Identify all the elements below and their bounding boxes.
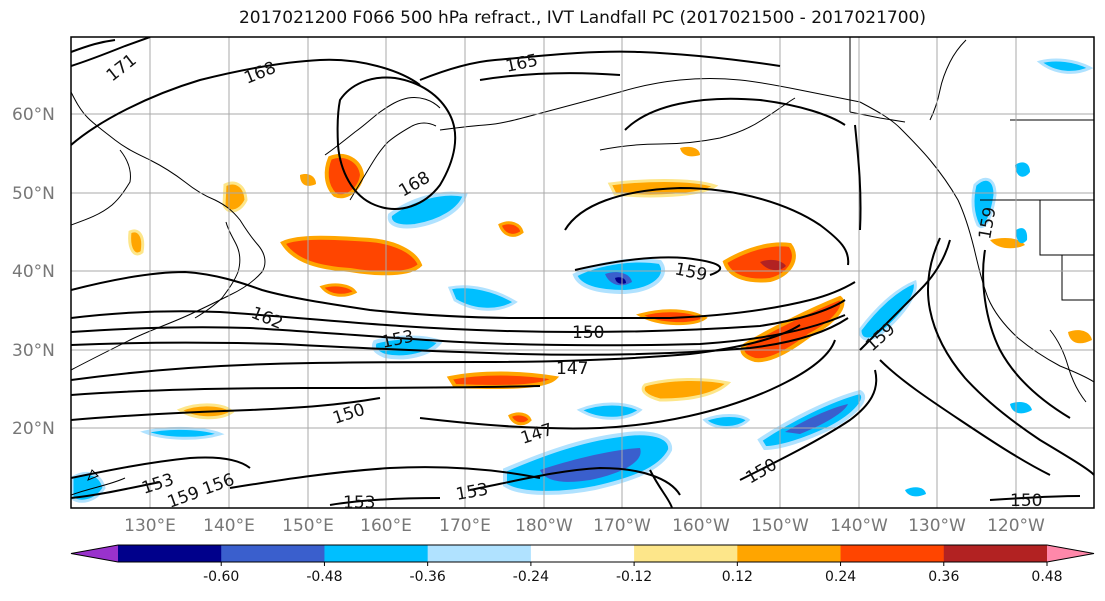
lon-label: 140°E [203, 516, 255, 536]
colorbar-extend-low [71, 545, 118, 562]
lon-label: 170°W [593, 516, 651, 536]
map-title: 2017021200 F066 500 hPa refract., IVT La… [238, 8, 926, 28]
colorbar-segment [530, 545, 635, 562]
lat-label: 50°N [12, 184, 55, 204]
colorbar-segment [221, 545, 325, 562]
height-contours [71, 37, 1094, 508]
colorbar: -0.60 -0.48 -0.36 -0.24 -0.12 0.12 0.24 0.36 0.4… [70, 544, 1095, 585]
colorbar-tick-label: -0.60 [203, 569, 239, 585]
colorbar-tick-label: 0.36 [928, 569, 959, 585]
lon-label: 150°E [282, 516, 334, 536]
colorbar-tick-label: -0.12 [616, 569, 652, 585]
colorbar-segment [840, 545, 945, 562]
lat-label: 30°N [12, 341, 55, 361]
colorbar-tick-label: 0.48 [1031, 569, 1062, 585]
lon-label: 160°E [360, 516, 412, 536]
colorbar-tick-label: 0.12 [722, 569, 753, 585]
lon-label: 130°W [908, 516, 966, 536]
colorbar-segment [737, 545, 842, 562]
lon-label: 140°W [830, 516, 888, 536]
plot-frame [70, 36, 1095, 509]
contour-label: 150 [1010, 491, 1042, 511]
colorbar-segment [427, 545, 532, 562]
lon-label: 180°W [515, 516, 573, 536]
colorbar-tick-label: -0.36 [410, 569, 446, 585]
colorbar-tick-label: -0.48 [306, 569, 342, 585]
colorbar-tick-label: 0.24 [825, 569, 856, 585]
lat-label: 60°N [12, 105, 55, 125]
lat-label: 20°N [12, 419, 55, 439]
colorbar-tick-label: -0.24 [513, 569, 549, 585]
coastlines [71, 39, 1094, 496]
gridlines [71, 37, 1094, 508]
colorbar-extend-high [1047, 545, 1094, 562]
lon-label: 150°W [751, 516, 809, 536]
colorbar-segment [634, 545, 738, 562]
longitude-labels: 130°E 140°E 150°E 160°E 170°E 180°W 170°… [124, 516, 1045, 536]
contour-label: 153 [343, 493, 375, 513]
lon-label: 120°W [987, 516, 1045, 536]
lat-label: 40°N [12, 262, 55, 282]
lon-label: 170°E [439, 516, 491, 536]
lon-label: 130°E [124, 516, 176, 536]
colorbar-segment [118, 545, 222, 562]
colorbar-outline [70, 544, 1095, 563]
colorbar-segment [943, 545, 1048, 562]
contour-label: 147 [556, 359, 588, 379]
latitude-labels: 60°N 50°N 40°N 30°N 20°N [12, 105, 55, 439]
colorbar-segment [324, 545, 429, 562]
lon-label: 160°W [672, 516, 730, 536]
contour-label: 150 [572, 323, 604, 343]
